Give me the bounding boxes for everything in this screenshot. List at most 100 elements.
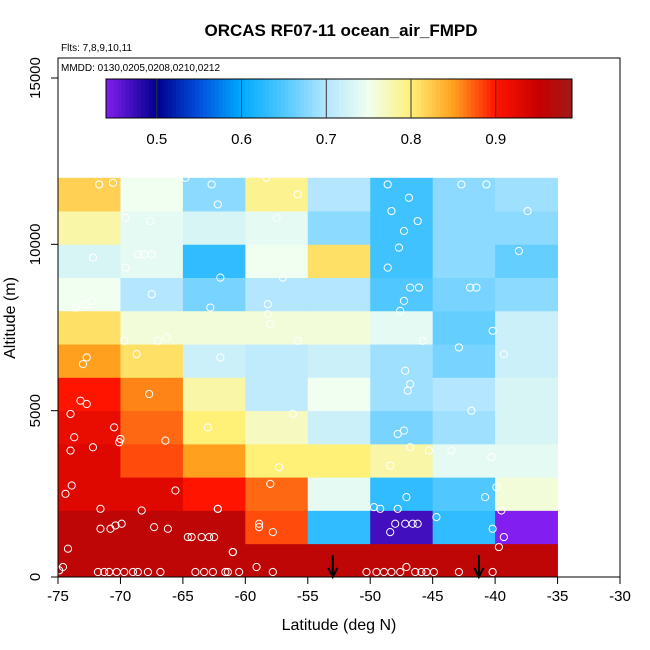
x-tick-label: -75 [47,588,69,605]
observation-point [71,303,80,312]
observation-point [147,290,156,299]
colorbar-swatch [385,79,390,118]
heatmap-cell [245,510,309,545]
observation-point [424,446,434,455]
observation-point [396,306,405,315]
heatmap-cell [307,277,371,312]
observation-point [429,567,439,577]
observation-point [406,379,415,389]
colorbar-swatch [463,79,468,118]
colorbar-swatch [113,79,119,118]
observation-point [387,567,396,577]
observation-point [120,336,129,345]
observation-point [191,567,200,577]
observation-point [499,532,508,542]
observation-point [121,263,130,272]
x-tick-label: -30 [609,588,631,605]
heatmap-cell [58,310,121,345]
observation-point [288,409,297,419]
colorbar-swatch [319,79,324,118]
colorbar-swatch [447,79,453,118]
heatmap-cell [370,277,434,312]
observation-point [223,567,232,577]
heatmap-cell [432,543,496,578]
heatmap-cell [58,177,121,212]
observation-point [406,443,415,452]
observation-point [394,243,404,252]
observation-point [96,524,105,533]
observation-point [145,389,154,399]
heatmap-cell [432,277,496,312]
heatmap-cell [120,510,184,545]
observation-point [391,519,400,528]
observation-point [413,216,422,226]
observation-point [221,567,230,577]
colorbar-swatch [471,79,476,118]
colorbar-swatch [416,79,422,118]
y-axis-label: Altitude (m) [2,277,19,359]
heatmap-cell [245,344,309,378]
observation-point [82,399,91,409]
heatmap-cell [58,477,121,511]
colorbar-swatch [137,79,142,118]
observation-point [200,567,209,577]
observation-point [181,173,190,182]
colorbar-swatch [505,79,511,118]
colorbar-swatch [125,79,130,118]
observation-point [210,532,219,542]
colorbar-swatch [560,79,565,118]
observation-point [481,493,490,502]
colorbar: 0.5 0.6 0.7 0.8 0.9 [105,78,573,148]
colorbar-swatch [172,79,177,118]
colorbar-swatch [439,79,445,118]
heatmap-cell [182,344,246,378]
observation-point [417,567,426,577]
heatmap-cell [495,443,558,478]
observation-point [472,283,481,292]
observation-point [128,567,138,577]
colorbar-swatch [513,79,519,118]
observation-point [399,226,409,236]
colorbar-swatch [373,79,379,118]
observation-point [61,489,70,498]
heatmap-cell [182,410,246,445]
heatmap-cell [495,277,558,312]
x-tick-label: -45 [422,588,444,605]
colorbar-swatch [478,79,484,118]
observation-point [67,481,76,490]
y-axis: 0 5000 10000 15000 [27,57,59,581]
heatmap-cell [245,377,309,412]
observation-point [262,173,271,182]
colorbar-swatch [405,79,410,118]
colorbar-swatch [544,79,550,118]
colorbar-swatch [210,79,216,118]
heatmap-cell [307,377,371,412]
x-axis: -75 -70 -65 -60 -55 -50 -45 -40 -35 -30 [47,576,631,605]
x-tick-label: -50 [359,588,381,605]
colorbar-swatch [238,79,243,118]
observation-point [278,273,287,282]
observation-point [133,567,143,577]
heatmap-cell [58,510,121,545]
heatmap-cell [370,510,434,545]
colorbar-swatch [315,79,321,118]
x-tick-label: -65 [172,588,194,605]
colorbar-swatch [296,79,301,118]
heatmap-cell [495,344,558,378]
colorbar-swatch [109,79,115,118]
colorbar-swatch [428,79,433,118]
heatmap-cell [495,410,558,445]
colorbar-swatch [292,79,297,118]
colorbar-swatch [443,79,449,118]
heatmap-cell [432,410,496,445]
x-tick-label: -35 [547,588,569,605]
heatmap-cell [120,344,184,378]
observation-point [387,206,396,216]
heatmap-cell [307,344,371,378]
colorbar-swatch [272,79,278,118]
heatmap-cell [182,211,246,245]
observation-point [402,562,411,572]
colorbar-swatch [331,79,336,118]
observation-point [268,527,277,537]
heatmap-cell [307,244,371,278]
